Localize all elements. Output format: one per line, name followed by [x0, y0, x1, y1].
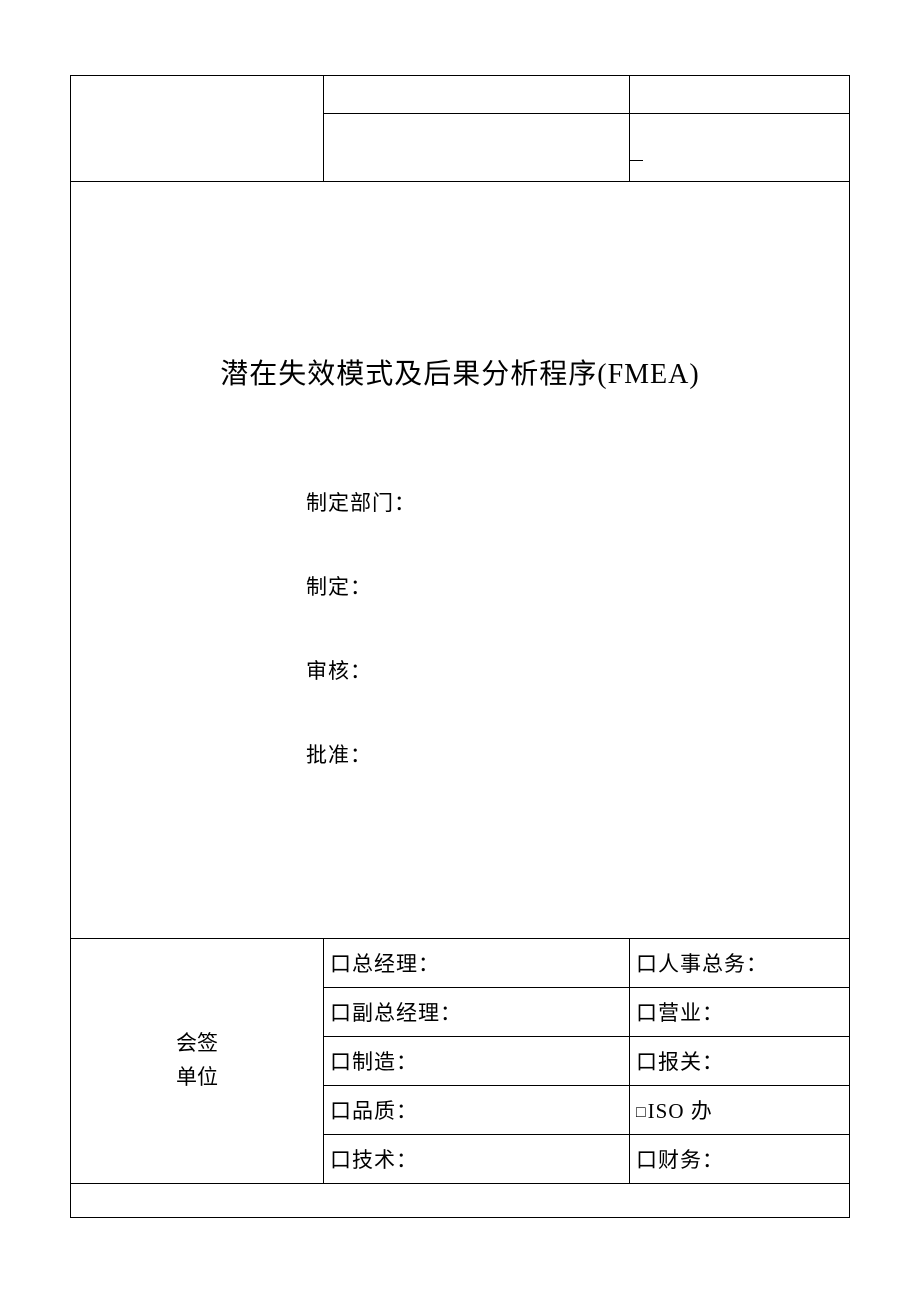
field-prepared: 制定： — [306, 571, 849, 601]
field-department: 制定部门： — [306, 487, 849, 517]
signoff-iso-text: ISO 办 — [648, 1099, 713, 1123]
bottom-spacer-row — [71, 1184, 850, 1218]
header-cell-right-bottom — [630, 114, 850, 182]
signoff-label-1: 会签 — [176, 1031, 218, 1055]
field-reviewed: 审核： — [306, 655, 849, 685]
signoff-deputy-gm: 口副总经理： — [324, 988, 630, 1037]
signoff-manufacturing: 口制造： — [324, 1037, 630, 1086]
signoff-label-2: 单位 — [176, 1065, 218, 1089]
main-content-cell: 潜在失效模式及后果分析程序(FMEA) 制定部门： 制定： 审核： 批准： — [71, 182, 850, 939]
tick-mark — [629, 160, 643, 161]
signoff-row-1: 会签 单位 口总经理： 口人事总务： — [71, 939, 850, 988]
header-cell-right-top — [630, 76, 850, 114]
signoff-general-manager: 口总经理： — [324, 939, 630, 988]
signoff-label-cell: 会签 单位 — [71, 939, 324, 1184]
signoff-sales: 口营业： — [630, 988, 850, 1037]
signoff-iso: □ISO 办 — [630, 1086, 850, 1135]
approval-fields: 制定部门： 制定： 审核： 批准： — [306, 487, 849, 769]
signoff-technology: 口技术： — [324, 1135, 630, 1184]
header-row-1 — [71, 76, 850, 114]
checkbox-icon: □ — [636, 1104, 647, 1121]
document-frame: 潜在失效模式及后果分析程序(FMEA) 制定部门： 制定： 审核： 批准： 会签… — [70, 75, 850, 1218]
header-cell-mid-top — [324, 76, 630, 114]
header-cell-mid-bottom — [324, 114, 630, 182]
signoff-finance: 口财务： — [630, 1135, 850, 1184]
field-approved: 批准： — [306, 739, 849, 769]
signoff-hr-general: 口人事总务： — [630, 939, 850, 988]
signoff-customs: 口报关： — [630, 1037, 850, 1086]
document-title: 潜在失效模式及后果分析程序(FMEA) — [71, 352, 849, 392]
signoff-quality: 口品质： — [324, 1086, 630, 1135]
bottom-spacer-cell — [71, 1184, 850, 1218]
header-cell-left — [71, 76, 324, 182]
